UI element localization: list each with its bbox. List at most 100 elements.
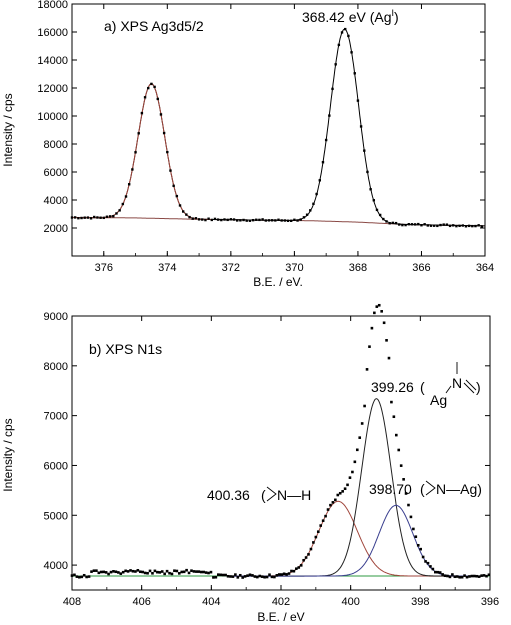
- data-point-a: [255, 218, 258, 221]
- data-point-a: [410, 223, 414, 226]
- data-point-a: [232, 218, 236, 221]
- data-point-a: [442, 223, 445, 226]
- data-point-b: [141, 570, 145, 574]
- svg-text:(: (: [420, 481, 425, 497]
- data-point-b: [309, 547, 313, 551]
- data-point-a: [134, 151, 137, 154]
- svg-text:N—H: N—H: [277, 487, 311, 503]
- data-point-a: [162, 131, 166, 135]
- data-point-b: [175, 569, 179, 573]
- data-point-b: [331, 501, 335, 504]
- data-point-a: [143, 96, 147, 99]
- data-point-a: [429, 224, 433, 227]
- data-point-a: [258, 218, 261, 222]
- data-point-b: [302, 558, 305, 562]
- data-point-b: [263, 575, 266, 579]
- data-point-b: [187, 571, 191, 575]
- data-point-b: [229, 575, 232, 578]
- data-point-b: [97, 571, 101, 575]
- data-point-b: [270, 575, 274, 579]
- data-point-b: [424, 560, 427, 563]
- y-tick-label-b: 9000: [44, 311, 68, 323]
- data-point-b: [224, 573, 227, 577]
- data-point-b: [78, 575, 81, 579]
- data-point-a: [118, 209, 121, 212]
- data-point-b: [458, 575, 461, 579]
- data-point-b: [485, 574, 488, 578]
- data-point-a: [385, 220, 388, 223]
- data-point-b: [87, 575, 91, 578]
- data-point-a: [194, 217, 198, 220]
- data-point-a: [391, 221, 395, 225]
- data-point-a: [248, 219, 252, 222]
- data-point-a: [131, 168, 134, 171]
- data-point-b: [460, 575, 464, 579]
- data-point-b: [409, 515, 413, 519]
- data-point-b: [131, 569, 135, 573]
- component-curve-398-70: [228, 504, 480, 577]
- data-point-b: [214, 575, 218, 579]
- data-point-b: [480, 574, 483, 577]
- y-tick-label-a: 14000: [37, 55, 68, 67]
- data-point-b: [197, 570, 201, 573]
- data-point-a: [83, 216, 86, 219]
- data-point-b: [385, 339, 388, 342]
- data-point-b: [360, 422, 364, 425]
- x-tick-label-a: 364: [476, 262, 494, 274]
- data-point-b: [438, 571, 442, 574]
- data-point-b: [195, 570, 198, 573]
- data-point-b: [163, 572, 166, 576]
- data-point-a: [150, 82, 153, 86]
- data-point-a: [382, 217, 385, 221]
- data-point-a: [423, 223, 426, 226]
- data-point-b: [256, 575, 259, 579]
- y-tick-label-a: 12000: [37, 83, 68, 95]
- data-point-b: [380, 310, 383, 313]
- data-point-a: [455, 224, 458, 228]
- data-point-b: [448, 575, 452, 579]
- data-point-a: [315, 192, 318, 196]
- data-point-b: [455, 575, 459, 578]
- data-point-b: [265, 575, 269, 579]
- data-point-a: [153, 85, 156, 89]
- data-point-a: [108, 215, 112, 218]
- data-point-b: [390, 400, 393, 404]
- data-point-b: [212, 576, 215, 579]
- data-points-a: [70, 27, 484, 228]
- data-point-b: [353, 460, 357, 464]
- data-point-a: [245, 219, 248, 222]
- data-point-a: [112, 215, 115, 218]
- curves-a: [72, 28, 485, 227]
- data-point-a: [293, 218, 296, 222]
- data-point-a: [321, 161, 325, 164]
- data-point-b: [304, 556, 308, 559]
- data-point-a: [356, 99, 360, 102]
- y-tick-label-a: 6000: [44, 167, 68, 179]
- panel-b-label: b) XPS N1s: [89, 341, 162, 357]
- data-point-a: [159, 113, 163, 116]
- data-point-b: [321, 519, 325, 522]
- x-tick-label-a: 366: [412, 262, 430, 274]
- data-point-b: [343, 487, 347, 491]
- data-point-b: [324, 514, 327, 518]
- fit-line-a: [72, 28, 485, 227]
- data-point-b: [443, 574, 447, 578]
- svg-text:(: (: [261, 487, 266, 503]
- data-point-b: [204, 571, 208, 574]
- data-point-b: [112, 570, 115, 573]
- data-point-b: [221, 573, 225, 577]
- data-point-a: [115, 212, 118, 215]
- svg-text:): ): [476, 379, 481, 395]
- data-point-a: [324, 138, 328, 142]
- bond-lines-icon: [266, 486, 277, 502]
- data-point-b: [392, 415, 396, 419]
- data-point-b: [190, 569, 193, 572]
- svg-text:(: (: [420, 379, 425, 395]
- data-point-b: [136, 569, 140, 572]
- plot-frame-b: [71, 315, 491, 591]
- data-point-a: [302, 216, 306, 219]
- svg-text:N—Ag): N—Ag): [436, 481, 482, 497]
- data-point-b: [168, 571, 171, 575]
- data-point-b: [312, 541, 315, 544]
